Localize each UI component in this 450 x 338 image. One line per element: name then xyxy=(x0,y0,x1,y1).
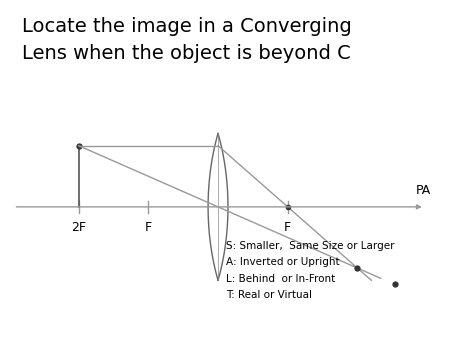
Text: 2F: 2F xyxy=(71,221,86,234)
Text: F: F xyxy=(145,221,152,234)
Text: T: Real or Virtual: T: Real or Virtual xyxy=(226,290,312,300)
Text: PA: PA xyxy=(415,184,431,197)
Text: F: F xyxy=(284,221,291,234)
Text: A: Inverted or Upright: A: Inverted or Upright xyxy=(226,258,340,267)
Text: Locate the image in a Converging: Locate the image in a Converging xyxy=(22,17,352,36)
Text: Lens when the object is beyond C: Lens when the object is beyond C xyxy=(22,44,351,63)
Text: S: Smaller,  Same Size or Larger: S: Smaller, Same Size or Larger xyxy=(226,241,395,251)
Text: L: Behind  or In-Front: L: Behind or In-Front xyxy=(226,274,336,284)
